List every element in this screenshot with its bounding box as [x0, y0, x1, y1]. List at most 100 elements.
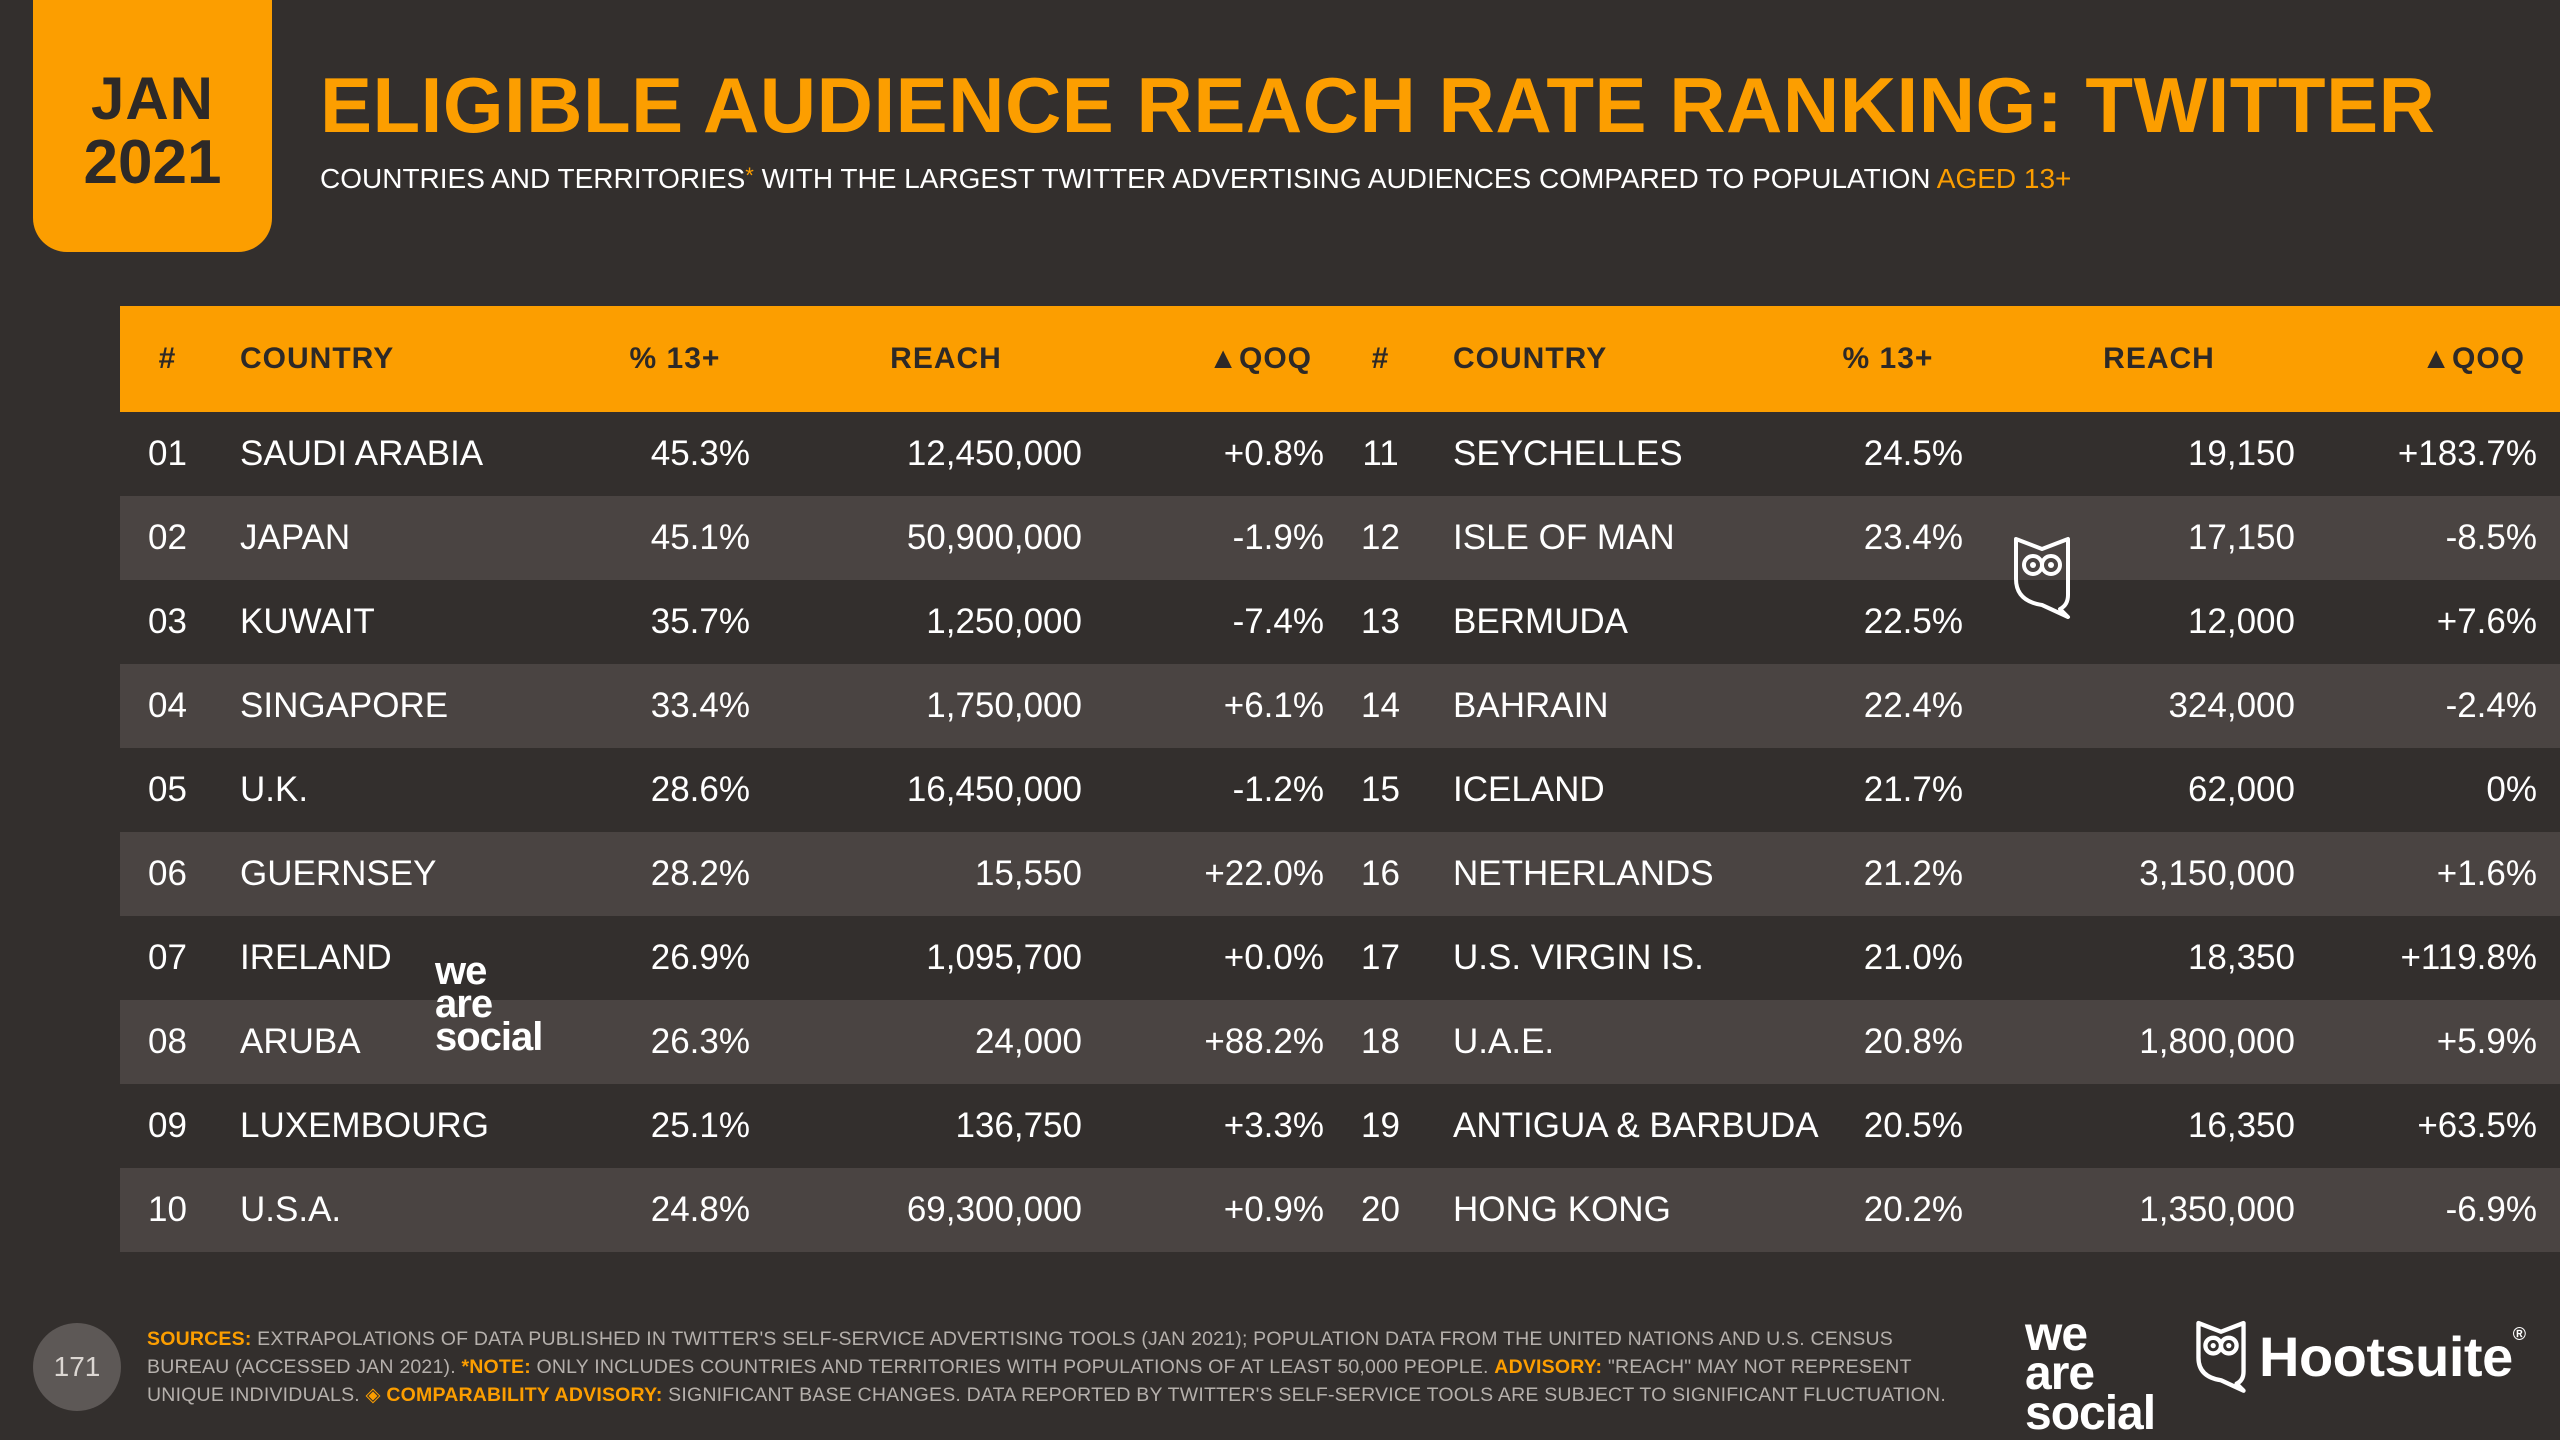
cell-reach: 17,150 [1963, 496, 2295, 580]
cell-pct: 20.2% [1813, 1168, 1963, 1252]
cell-rank: 17 [1361, 938, 1400, 977]
cell-country: GUERNSEY [215, 832, 600, 916]
hootsuite-wordmark: Hootsuite [2259, 1324, 2513, 1388]
watermark-line2: are [435, 981, 493, 1026]
cell-qoq: +119.8% [2400, 938, 2537, 977]
table-row: 03 KUWAIT 35.7% 1,250,000 -7.4% [120, 580, 1352, 664]
cell-rank: 20 [1333, 1168, 1428, 1252]
subtitle-part2: WITH THE LARGEST TWITTER ADVERTISING AUD… [753, 163, 1937, 194]
cell-reach: 1,750,000 [750, 664, 1082, 748]
cell-qoq: +6.1% [1082, 664, 1352, 748]
cell-qoq: +1.6% [2295, 832, 2560, 916]
header-pct: % 13+ [600, 306, 750, 412]
cell-pct: 45.3% [650, 434, 750, 473]
date-badge: JAN 2021 [33, 0, 272, 252]
note-key: *NOTE: [461, 1356, 531, 1378]
cell-reach: 1,095,700 [926, 938, 1082, 977]
badge-month: JAN [90, 64, 215, 132]
logo-line3: social [2025, 1386, 2156, 1440]
sources-text: EXTRAPOLATIONS OF DATA PUBLISHED IN TWIT… [147, 1328, 1893, 1378]
cell-reach: 69,300,000 [750, 1168, 1082, 1252]
header-pct: % 13+ [1813, 306, 1963, 412]
cell-rank: 03 [148, 602, 187, 641]
hootsuite-owl-watermark-icon [2014, 537, 2070, 619]
cell-qoq: +63.5% [2417, 1106, 2537, 1145]
cell-country: KUWAIT [240, 602, 375, 641]
cell-country: BAHRAIN [1428, 664, 1813, 748]
cell-pct: 45.1% [600, 496, 750, 580]
logo-line1: we [2025, 1308, 2088, 1361]
cell-reach: 3,150,000 [1963, 832, 2295, 916]
cell-qoq: +0.9% [1082, 1168, 1352, 1252]
cell-qoq: +88.2% [1082, 1000, 1352, 1084]
cell-qoq: +3.3% [1223, 1106, 1324, 1145]
cell-qoq: -1.2% [1232, 770, 1324, 809]
cell-qoq: +0.0% [1223, 938, 1324, 977]
cell-rank: 08 [120, 1000, 215, 1084]
sources-footnote: SOURCES: EXTRAPOLATIONS OF DATA PUBLISHE… [147, 1325, 1947, 1409]
table-row: 09 LUXEMBOURG 25.1% 136,750 +3.3% [120, 1084, 1352, 1168]
header-country: COUNTRY [1428, 306, 1813, 412]
table-row: 01 SAUDI ARABIA 45.3% 12,450,000 +0.8% [120, 412, 1352, 496]
cell-rank: 06 [120, 832, 215, 916]
table-row: 13 BERMUDA 22.5% 12,000 +7.6% [1333, 580, 2560, 664]
cell-rank: 13 [1361, 602, 1400, 641]
cell-pct: 28.2% [600, 832, 750, 916]
cell-country: U.S. VIRGIN IS. [1453, 938, 1704, 977]
table-header-row: # COUNTRY % 13+ REACH ▲QOQ [120, 306, 1352, 412]
logo-line2: are [2025, 1347, 2095, 1401]
table-row: 17 U.S. VIRGIN IS. 21.0% 18,350 +119.8% [1333, 916, 2560, 1000]
cell-pct: 23.4% [1813, 496, 1963, 580]
cell-pct: 22.5% [1863, 602, 1963, 641]
table-row: 11 SEYCHELLES 24.5% 19,150 +183.7% [1333, 412, 2560, 496]
table-row: 14 BAHRAIN 22.4% 324,000 -2.4% [1333, 664, 2560, 748]
cell-rank: 02 [120, 496, 215, 580]
cell-country: JAPAN [215, 496, 600, 580]
table-row: 18 U.A.E. 20.8% 1,800,000 +5.9% [1333, 1000, 2560, 1084]
cell-country: U.A.E. [1428, 1000, 1813, 1084]
cell-reach: 324,000 [1963, 664, 2295, 748]
watermark-line3: social [435, 1014, 543, 1059]
cell-qoq: +7.6% [2436, 602, 2537, 641]
advisory-text: "REACH" MAY NOT REPRESENT UNIQUE INDIVID… [147, 1356, 1912, 1406]
cell-country: IRELAND [240, 938, 392, 977]
cell-reach: 1,800,000 [1963, 1000, 2295, 1084]
subtitle-highlight: AGED 13+ [1936, 163, 2072, 194]
cell-reach: 12,000 [2187, 602, 2295, 641]
cell-country: LUXEMBOURG [240, 1106, 489, 1145]
we-are-social-logo: we are social [2025, 1308, 2156, 1440]
table-row: 05 U.K. 28.6% 16,450,000 -1.2% [120, 748, 1352, 832]
cell-rank: 04 [120, 664, 215, 748]
comparability-text: SIGNIFICANT BASE CHANGES. DATA REPORTED … [662, 1384, 1946, 1406]
hootsuite-name: Hootsuite® [2259, 1324, 2526, 1389]
hootsuite-owl-icon [2196, 1320, 2246, 1393]
header-rank: # [120, 306, 215, 412]
cell-rank: 10 [120, 1168, 215, 1252]
header-country: COUNTRY [215, 306, 600, 412]
cell-reach: 136,750 [955, 1106, 1082, 1145]
cell-pct: 35.7% [650, 602, 750, 641]
table-row: 08 ARUBA 26.3% 24,000 +88.2% [120, 1000, 1352, 1084]
cell-reach: 62,000 [2187, 770, 2295, 809]
cell-country: ANTIGUA & BARBUDA [1453, 1106, 1819, 1145]
cell-country: ISLE OF MAN [1428, 496, 1813, 580]
header-qoq: ▲QOQ [2295, 306, 2560, 412]
cell-qoq: 0% [2486, 770, 2537, 809]
cell-rank: 14 [1333, 664, 1428, 748]
cell-country: BERMUDA [1453, 602, 1629, 641]
table-body-right: 11 SEYCHELLES 24.5% 19,150 +183.7% 12 ISLE OF … [1333, 412, 2560, 1252]
cell-qoq: +22.0% [1082, 832, 1352, 916]
cell-pct: 22.4% [1813, 664, 1963, 748]
badge-year: 2021 [83, 127, 222, 197]
cell-pct: 26.3% [600, 1000, 750, 1084]
cell-rank: 01 [148, 434, 187, 473]
hootsuite-logo: Hootsuite® [2195, 1318, 2526, 1394]
page-subtitle: COUNTRIES AND TERRITORIES* WITH THE LARG… [320, 163, 2071, 195]
cell-pct: 21.0% [1863, 938, 1963, 977]
table-row: 06 GUERNSEY 28.2% 15,550 +22.0% [120, 832, 1352, 916]
we-are-social-watermark: we are social [435, 951, 543, 1059]
cell-rank: 07 [148, 938, 187, 977]
cell-reach: 12,450,000 [906, 434, 1082, 473]
cell-pct: 26.9% [650, 938, 750, 977]
cell-qoq: -1.9% [1082, 496, 1352, 580]
